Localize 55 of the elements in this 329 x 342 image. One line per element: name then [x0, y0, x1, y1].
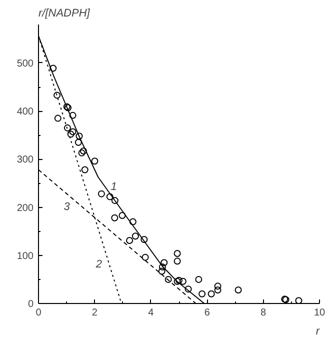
point — [208, 290, 215, 298]
y-tick-label: 0 — [28, 299, 34, 310]
x-tick-label: 4 — [148, 308, 154, 318]
point — [91, 158, 98, 165]
x-tick-label: 2 — [92, 308, 98, 318]
point — [158, 263, 166, 270]
point — [214, 282, 222, 290]
x-tick-label: 10 — [314, 308, 326, 318]
point — [81, 166, 88, 174]
point — [74, 138, 82, 146]
point — [158, 268, 166, 275]
point — [174, 278, 181, 285]
point — [98, 190, 105, 198]
point — [295, 297, 302, 304]
point — [69, 128, 76, 136]
point — [214, 286, 222, 294]
point — [111, 214, 118, 222]
annotation: 1 — [110, 181, 117, 194]
y-axis-title: r/[NADPH] — [38, 8, 91, 20]
x-tick-label: 0 — [36, 308, 42, 318]
x-axis-title: r — [316, 326, 321, 338]
annotation: 2 — [94, 258, 102, 270]
y-tick-label: 300 — [16, 154, 34, 166]
point — [140, 236, 148, 244]
point — [198, 290, 206, 298]
point — [179, 278, 186, 285]
x-tick-label: 8 — [260, 308, 267, 318]
point — [64, 124, 71, 132]
y-tick-label: 200 — [16, 202, 34, 214]
point — [164, 276, 172, 283]
point — [111, 197, 118, 204]
y-tick-label: 400 — [16, 106, 34, 118]
point — [118, 212, 126, 219]
point — [174, 258, 181, 265]
y-tick-label: 100 — [16, 250, 34, 262]
point — [67, 130, 74, 138]
point — [174, 250, 181, 257]
point — [184, 286, 192, 293]
point — [76, 132, 83, 140]
point — [142, 254, 149, 261]
point — [195, 276, 202, 283]
point — [54, 92, 61, 99]
point — [50, 64, 57, 72]
annotation: 3 — [64, 200, 71, 213]
point — [176, 276, 182, 284]
point — [132, 232, 139, 240]
point — [160, 259, 168, 266]
x-tick-label: 6 — [204, 308, 210, 318]
point — [54, 114, 62, 122]
point — [106, 193, 114, 200]
point — [69, 112, 76, 119]
point — [129, 218, 136, 226]
point — [234, 286, 242, 294]
point — [126, 236, 134, 244]
y-tick-label: 500 — [16, 58, 34, 70]
